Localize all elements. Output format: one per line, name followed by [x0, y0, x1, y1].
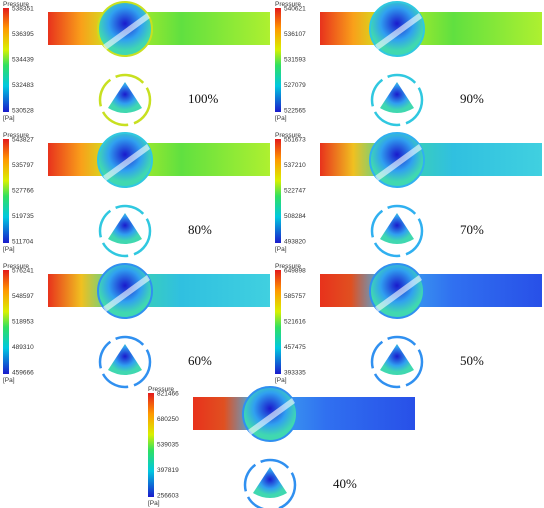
colorbar [148, 393, 154, 497]
section-cone [380, 82, 414, 113]
colorbar [3, 8, 9, 112]
valve-slot [375, 144, 422, 181]
legend-title: Pressure [3, 132, 29, 139]
pipe [48, 274, 270, 307]
opening-label: 80% [188, 222, 212, 237]
legend-title: Pressure [275, 1, 301, 8]
colorbar-tick-label: 536395 [12, 31, 34, 38]
colorbar-tick-label: 489310 [12, 344, 34, 351]
colorbar-tick-label: 536107 [284, 31, 306, 38]
opening-label: 100% [188, 91, 219, 106]
colorbar-tick-label: 821466 [157, 391, 179, 398]
opening-label: 50% [460, 353, 484, 368]
colorbar-tick-label: 256603 [157, 493, 179, 500]
pipe [320, 12, 542, 45]
pipe [320, 274, 542, 307]
section-ring [370, 204, 424, 258]
unit-label: [Pa] [3, 115, 15, 122]
colorbar-tick-label: 535797 [12, 162, 34, 169]
valve-slot [248, 398, 295, 435]
colorbar [3, 270, 9, 374]
opening-label: 90% [460, 91, 484, 106]
colorbar-tick-label: 397819 [157, 467, 179, 474]
colorbar-tick-label: 576241 [12, 268, 34, 275]
colorbar-tick-label: 548597 [12, 293, 34, 300]
section-ring [370, 73, 424, 127]
colorbar-tick-label: 519735 [12, 213, 34, 220]
legend-title: Pressure [275, 263, 301, 270]
colorbar [275, 139, 281, 243]
colorbar-tick-label: 538351 [12, 6, 34, 13]
colorbar [275, 270, 281, 374]
valve-slot [375, 275, 422, 312]
opening-label: 60% [188, 353, 212, 368]
unit-label: [Pa] [275, 246, 287, 253]
section-cone [108, 82, 142, 113]
unit-label: [Pa] [148, 500, 160, 507]
colorbar [275, 8, 281, 112]
colorbar-tick-label: 540621 [284, 6, 306, 13]
opening-label: 40% [333, 476, 357, 491]
section-cone [108, 213, 142, 244]
colorbar-tick-label: 508284 [284, 213, 306, 220]
colorbar-tick-label: 521616 [284, 319, 306, 326]
valve-slot [103, 13, 150, 50]
colorbar-tick-label: 459666 [12, 370, 34, 377]
colorbar-tick-label: 518953 [12, 319, 34, 326]
section-ring [98, 335, 152, 389]
colorbar-tick-label: 532483 [12, 82, 34, 89]
legend-title: Pressure [148, 386, 174, 393]
colorbar-tick-label: 649898 [284, 268, 306, 275]
valve-slot [103, 275, 150, 312]
colorbar-tick-label: 551673 [284, 137, 306, 144]
pipe [48, 143, 270, 176]
valve-slot [103, 144, 150, 181]
colorbar-tick-label: 534439 [12, 57, 34, 64]
colorbar-tick-label: 522747 [284, 188, 306, 195]
colorbar-tick-label: 680250 [157, 416, 179, 423]
colorbar-tick-label: 393335 [284, 370, 306, 377]
unit-label: [Pa] [3, 377, 15, 384]
section-cone [253, 467, 287, 498]
unit-label: [Pa] [3, 246, 15, 253]
section-cone [380, 344, 414, 375]
colorbar-tick-label: 493820 [284, 239, 306, 246]
colorbar-tick-label: 585757 [284, 293, 306, 300]
legend-title: Pressure [3, 1, 29, 8]
legend-title: Pressure [275, 132, 301, 139]
section-ring [98, 73, 152, 127]
colorbar [3, 139, 9, 243]
colorbar-tick-label: 543827 [12, 137, 34, 144]
colorbar-tick-label: 522565 [284, 108, 306, 115]
colorbar-tick-label: 537210 [284, 162, 306, 169]
colorbar-tick-label: 527766 [12, 188, 34, 195]
opening-label: 70% [460, 222, 484, 237]
colorbar-tick-label: 511704 [12, 239, 34, 246]
section-ring [98, 204, 152, 258]
section-cone [380, 213, 414, 244]
section-ring [370, 335, 424, 389]
legend-title: Pressure [3, 263, 29, 270]
colorbar-tick-label: 539035 [157, 442, 179, 449]
unit-label: [Pa] [275, 115, 287, 122]
valve-slot [375, 13, 422, 50]
pipe [320, 143, 542, 176]
colorbar-tick-label: 530528 [12, 108, 34, 115]
colorbar-tick-label: 457475 [284, 344, 306, 351]
section-ring [243, 458, 297, 508]
pipe [193, 397, 415, 430]
pipe [48, 12, 270, 45]
colorbar-tick-label: 531593 [284, 57, 306, 64]
section-cone [108, 344, 142, 375]
unit-label: [Pa] [275, 377, 287, 384]
colorbar-tick-label: 527079 [284, 82, 306, 89]
